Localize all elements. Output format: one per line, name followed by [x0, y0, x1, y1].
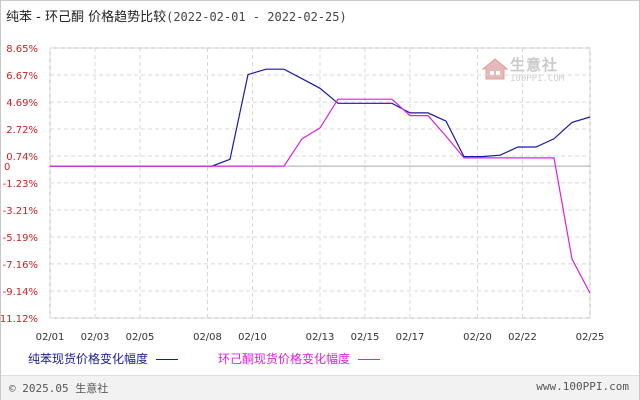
- footer: © 2025.05 生意社 www.100PPI.com: [1, 375, 639, 400]
- y-tick-label: -5.19%: [3, 233, 38, 244]
- house-logo-icon: [482, 58, 508, 80]
- legend-label-series-2: 环己酮现货价格变化幅度: [218, 352, 351, 366]
- x-tick-label: 02/17: [396, 332, 425, 343]
- x-tick-label: 02/22: [508, 332, 537, 343]
- y-tick-label: -1.23%: [3, 179, 38, 190]
- footer-site-link[interactable]: www.100PPI.com: [536, 380, 629, 393]
- chart-title-range: (2022-02-01 - 2022-02-25): [166, 10, 347, 24]
- legend-swatch-series-2: [358, 359, 381, 360]
- x-tick-label: 02/01: [36, 332, 65, 343]
- chart-title-main: 纯苯 - 环己酮 价格趋势比较: [6, 10, 167, 25]
- y-tick-label: 8.65%: [6, 44, 38, 55]
- x-tick-label: 02/13: [306, 332, 335, 343]
- footer-copyright: © 2025.05 生意社: [9, 382, 109, 395]
- watermark-brand: 生意社: [510, 56, 559, 74]
- series-line-2: [50, 98, 591, 294]
- y-tick-label: -9.14%: [3, 287, 38, 298]
- y-tick-label: 0: [4, 162, 10, 173]
- x-tick-label: 02/03: [81, 332, 110, 343]
- x-tick-label: 02/25: [576, 332, 605, 343]
- legend-label-series-1: 纯苯现货价格变化幅度: [28, 352, 149, 366]
- y-tick-label: -3.21%: [3, 206, 38, 217]
- chart-title: 纯苯 - 环己酮 价格趋势比较(2022-02-01 - 2022-02-25): [6, 6, 347, 25]
- watermark-logo: 生意社 100PPI.COM: [480, 54, 580, 94]
- x-tick-label: 02/08: [193, 332, 222, 343]
- y-tick-label: -7.16%: [3, 260, 38, 271]
- y-tick-label: 2.72%: [6, 125, 38, 136]
- x-tick-label: 02/10: [238, 332, 267, 343]
- legend-series-1: 纯苯现货价格变化幅度: [28, 350, 179, 367]
- y-tick-label: -11.12%: [0, 314, 38, 325]
- x-tick-label: 02/20: [463, 332, 492, 343]
- y-tick-label: 6.67%: [6, 71, 38, 82]
- y-tick-label: 0.74%: [6, 152, 38, 163]
- legend-series-2: 环己酮现货价格变化幅度: [218, 350, 381, 367]
- legend-swatch-series-1: [156, 359, 179, 360]
- y-tick-label: 4.69%: [6, 98, 38, 109]
- x-tick-label: 02/15: [351, 332, 380, 343]
- x-tick-label: 02/05: [126, 332, 155, 343]
- watermark-url: 100PPI.COM: [510, 74, 565, 84]
